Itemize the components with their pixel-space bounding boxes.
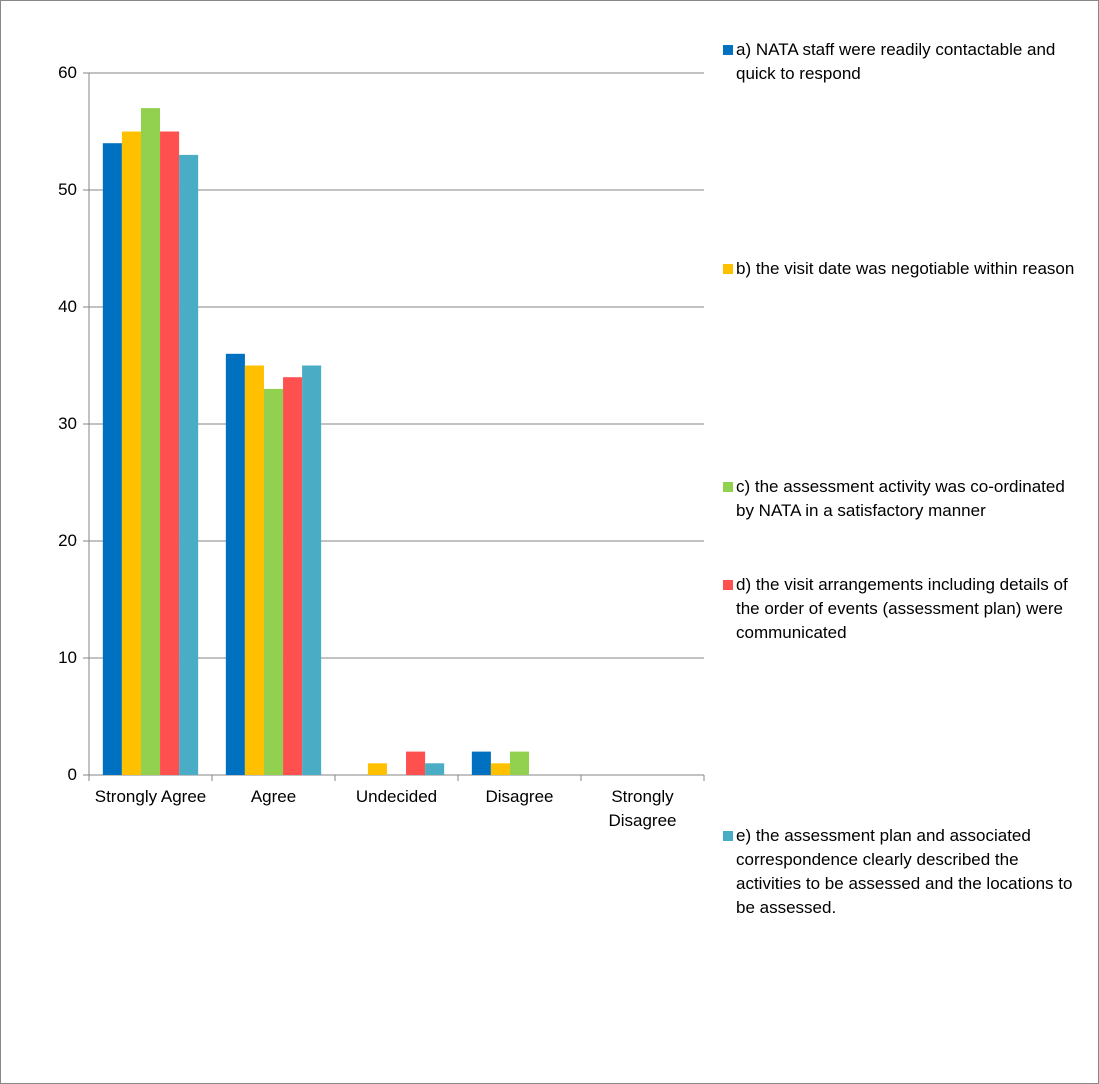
bar	[244, 365, 264, 775]
legend-entry: a) NATA staff were readily contactable a…	[736, 40, 1056, 83]
y-tick-label: 30	[58, 414, 77, 433]
legend-entry: c) the assessment activity was co-ordina…	[736, 477, 1065, 520]
x-tick-label: Disagree	[485, 787, 554, 806]
legend-swatch	[723, 482, 733, 492]
bar	[406, 751, 426, 775]
legend-swatch	[723, 264, 733, 274]
bar	[179, 154, 199, 775]
y-tick-label: 40	[58, 297, 77, 316]
bar	[102, 143, 122, 775]
y-tick-label: 50	[58, 180, 77, 199]
legend-entry: e) the assessment plan and associated co…	[736, 826, 1073, 917]
bar	[140, 108, 161, 776]
legend-entry: b) the visit date was negotiable within …	[736, 259, 1075, 278]
bar	[367, 763, 387, 775]
bar	[160, 131, 180, 775]
bar	[263, 388, 284, 775]
x-tick-label: Agree	[250, 787, 297, 806]
y-tick-label: 20	[58, 531, 77, 550]
x-tick-label: Undecided	[355, 787, 438, 806]
bar	[471, 751, 491, 775]
bar	[509, 751, 530, 775]
bar	[283, 377, 303, 775]
bar	[121, 131, 141, 775]
bar	[302, 365, 322, 775]
y-tick-label: 0	[67, 765, 77, 784]
x-tick-label: Strongly Disagree	[608, 787, 677, 830]
x-tick-label: Strongly Agree	[94, 787, 207, 806]
legend-swatch	[723, 45, 733, 55]
bar	[490, 763, 510, 775]
y-tick-label: 60	[58, 63, 77, 82]
legend-entry: d) the visit arrangements including deta…	[736, 575, 1068, 642]
bar	[425, 763, 445, 775]
bar	[225, 353, 245, 775]
legend-swatch	[723, 580, 733, 590]
legend-swatch	[723, 831, 733, 841]
y-tick-label: 10	[58, 648, 77, 667]
